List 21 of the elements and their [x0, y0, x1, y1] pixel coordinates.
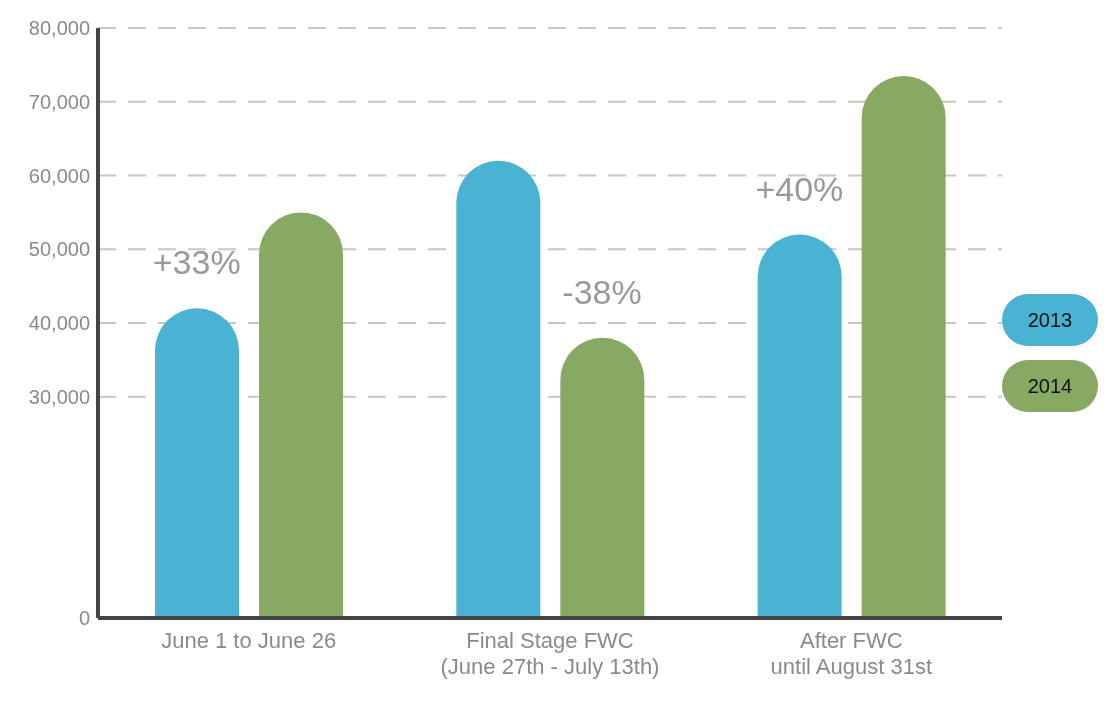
y-tick-label: 40,000: [28, 312, 90, 335]
y-tick-label: 60,000: [28, 164, 90, 187]
y-tick-label: 80,000: [28, 17, 90, 40]
annotation: -38%: [562, 272, 642, 311]
bar: [259, 212, 343, 618]
x-tick-label: June 1 to June 26: [161, 628, 337, 653]
y-tick-label: 70,000: [28, 90, 90, 113]
annotation: +33%: [152, 243, 241, 282]
bar: [560, 337, 645, 618]
bar: [155, 308, 239, 618]
text: 2013: [1002, 294, 1098, 346]
y-tick-label: 0: [78, 607, 90, 630]
y-tick-label: 30,000: [28, 385, 90, 408]
text: 2014: [1002, 360, 1098, 412]
annotation: +40%: [755, 169, 844, 208]
x-tick-label: Final Stage FWC (June 27th - July 13th): [440, 628, 660, 679]
bar: [757, 234, 842, 618]
x-tick-label: After FWC until August 31st: [770, 628, 933, 679]
y-tick-label: 50,000: [28, 238, 90, 261]
bar: [861, 75, 946, 618]
bar: [456, 160, 541, 618]
